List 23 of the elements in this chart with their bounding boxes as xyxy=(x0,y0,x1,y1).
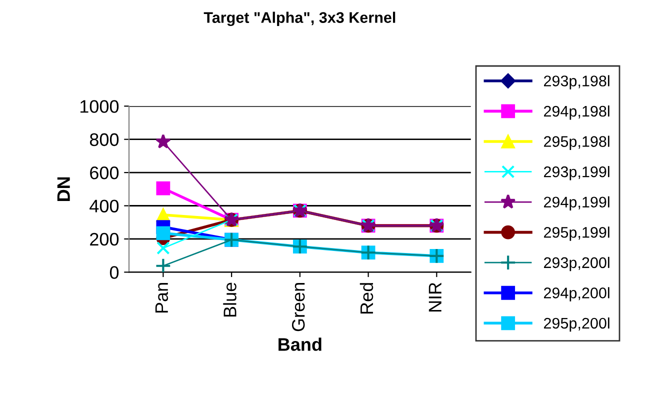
legend-label: 293p,198l xyxy=(544,75,610,90)
legend-label: 294p,198l xyxy=(544,105,610,120)
x-axis-title: Band xyxy=(278,338,322,351)
y-tick-label: 400 xyxy=(90,200,119,212)
x-tick-label: Pan xyxy=(155,283,168,313)
legend-label: 295p,199l xyxy=(544,226,610,241)
x-tick-label: Red xyxy=(360,283,374,314)
x-tick-label: NIR xyxy=(428,282,442,312)
y-tick-label: 1000 xyxy=(80,100,119,113)
y-tick-label: 200 xyxy=(90,232,119,246)
legend-label: 293p,199l xyxy=(544,166,610,180)
legend-label: 293p,200l xyxy=(544,256,610,272)
legend-label: 294p,200l xyxy=(544,287,610,302)
y-tick-label: 0 xyxy=(110,266,119,279)
legend-label: 295p,200l xyxy=(544,317,610,332)
chart-title: Target "Alpha", 3x3 Kernel xyxy=(204,12,396,26)
legend-label: 295p,198l xyxy=(544,136,610,150)
legend-label: 294p,199l xyxy=(544,196,610,211)
x-tick-label: Blue xyxy=(223,282,236,317)
y-axis-title: DN xyxy=(57,177,70,201)
x-tick-label: Green xyxy=(292,283,305,332)
y-tick-label: 600 xyxy=(90,166,119,180)
y-tick-label: 800 xyxy=(90,133,119,146)
